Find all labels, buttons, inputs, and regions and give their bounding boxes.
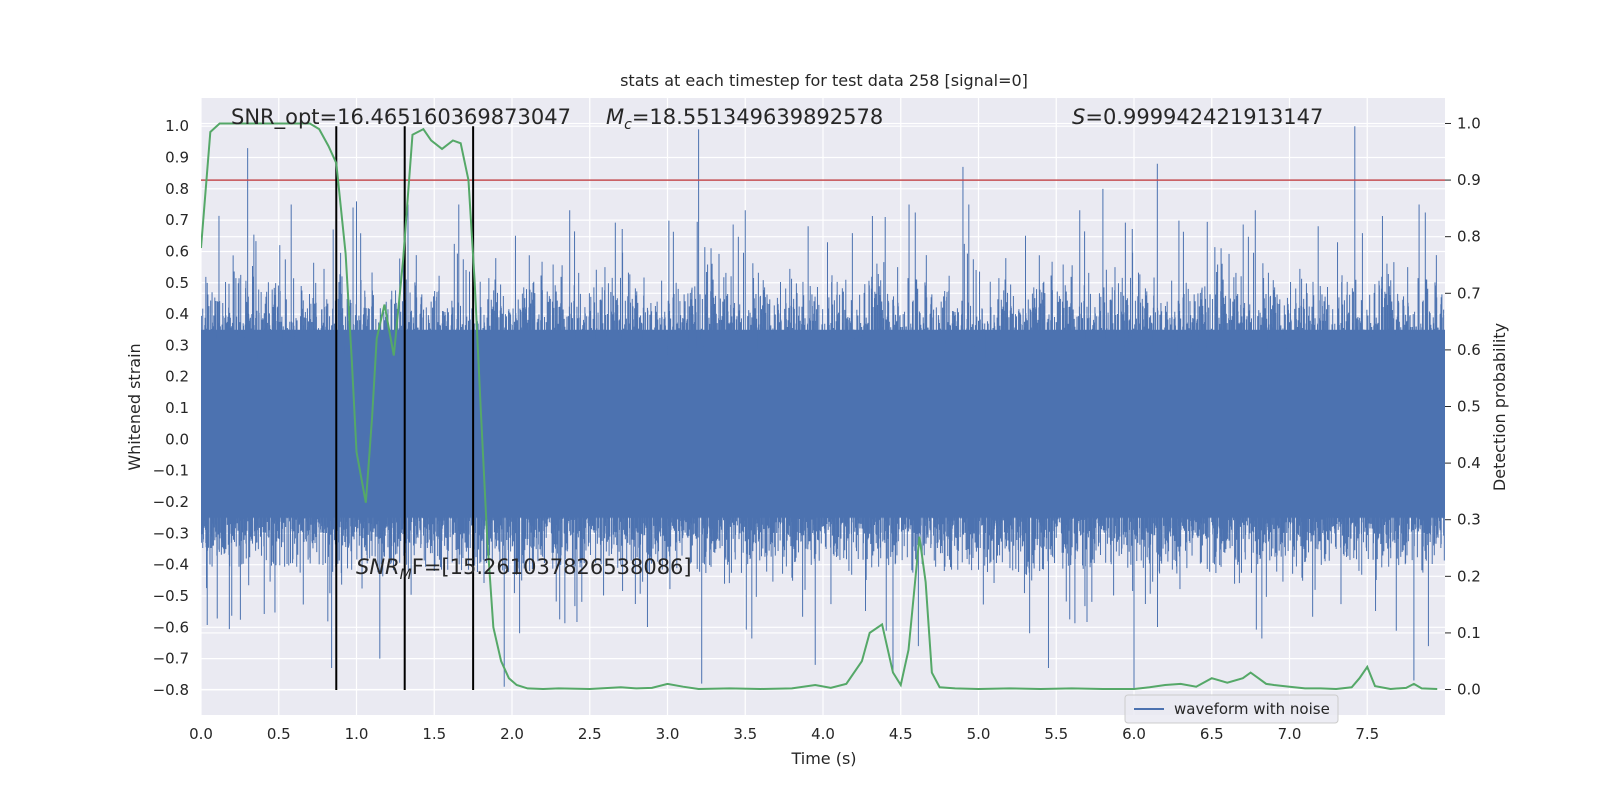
y-tick-label: 0.2 [165, 368, 189, 386]
y-tick-label: −0.5 [153, 587, 189, 605]
y2-tick-label: 0.5 [1457, 398, 1481, 416]
y2-tick-label: 0.8 [1457, 228, 1481, 246]
y-tick-label: −0.3 [153, 524, 189, 542]
x-tick-label: 4.5 [889, 725, 913, 743]
annotation-s: S=0.999942421913147 [1072, 105, 1323, 129]
x-tick-label: 5.5 [1044, 725, 1068, 743]
y-tick-label: −0.4 [153, 556, 189, 574]
y2-tick-label: 0.3 [1457, 511, 1481, 529]
x-tick-label: 2.5 [578, 725, 602, 743]
y-tick-label: 0.1 [165, 399, 189, 417]
legend-entry: waveform with noise [1174, 700, 1330, 718]
y2-tick-label: 0.9 [1457, 171, 1481, 189]
legend-box [1124, 694, 1339, 724]
y-tick-label: 0.9 [165, 149, 189, 167]
x-tick-label: 7.0 [1278, 725, 1302, 743]
legend: waveform with noise [1124, 694, 1339, 724]
y-tick-label: 0.8 [165, 180, 189, 198]
y-tick-label: 0.6 [165, 242, 189, 260]
y2-tick-label: 0.0 [1457, 681, 1481, 699]
x-tick-label: 3.0 [656, 725, 680, 743]
annotation-snr-mf: SNRMF=[15.261037826538086] [356, 555, 692, 583]
y2-axis-label: Detection probability [1490, 323, 1509, 491]
x-tick-label: 6.0 [1122, 725, 1146, 743]
y-tick-label: −0.2 [153, 493, 189, 511]
snr-mf-symbol: SNR [356, 555, 400, 579]
x-axis-label: Time (s) [790, 749, 856, 768]
y-axis-label: Whitened strain [125, 343, 144, 470]
chirp-mass-symbol: M [606, 105, 624, 129]
y-tick-label: −0.6 [153, 618, 189, 636]
y2-tick-label: 0.2 [1457, 567, 1481, 585]
y-tick-label: 1.0 [165, 117, 189, 135]
probability-series [201, 122, 1438, 690]
snr-mf-subscript: M [400, 567, 412, 583]
x-tick-label: 2.0 [500, 725, 524, 743]
s-symbol: S [1072, 105, 1085, 129]
x-tick-label: 0.5 [267, 725, 291, 743]
s-value: =0.999942421913147 [1085, 105, 1323, 129]
annotation-chirp-mass: Mc=18.551349639892578 [606, 105, 883, 133]
y2-tick-label: 0.7 [1457, 284, 1481, 302]
y2-tick-label: 0.4 [1457, 454, 1481, 472]
marker-lines [335, 126, 475, 690]
x-tick-label: 3.5 [733, 725, 757, 743]
x-tick-label: 5.0 [967, 725, 991, 743]
snr-mf-value: F=[15.261037826538086] [412, 555, 692, 579]
y-axis-ticks: 1.0 0.9 0.8 0.7 0.6 0.5 0.4 0.3 0.2 0.1 0.0 −0.1 −0.… [153, 117, 189, 699]
y-tick-label: 0.4 [165, 305, 189, 323]
x-tick-label: 7.5 [1355, 725, 1379, 743]
y-tick-label: 0.3 [165, 336, 189, 354]
y2-tick-label: 0.1 [1457, 624, 1481, 642]
y2-tick-label: 0.6 [1457, 341, 1481, 359]
x-tick-label: 1.0 [345, 725, 369, 743]
y-tick-label: 0.0 [165, 430, 189, 448]
chirp-mass-value: =18.551349639892578 [632, 105, 883, 129]
chart-title: stats at each timestep for test data 258… [620, 71, 1028, 90]
chirp-mass-subscript: c [624, 117, 632, 133]
x-tick-label: 6.5 [1200, 725, 1224, 743]
y-tick-label: 0.7 [165, 211, 189, 229]
waveform-trace [201, 126, 1445, 690]
y-tick-label: 0.5 [165, 274, 189, 292]
y-tick-label: −0.1 [153, 462, 189, 480]
x-tick-label: 1.5 [422, 725, 446, 743]
waveform-series [201, 126, 1445, 690]
annotation-snr-opt: SNR_opt=16.465160369873047 [231, 105, 571, 130]
x-tick-label: 4.0 [811, 725, 835, 743]
y-tick-label: −0.7 [153, 650, 189, 668]
y2-tick-label: 1.0 [1457, 114, 1481, 132]
y2-axis-ticks: 1.0 0.9 0.8 0.7 0.6 0.5 0.4 0.3 0.2 0.1 0.0 [1445, 114, 1481, 699]
y-tick-label: −0.8 [153, 681, 189, 699]
x-axis-ticks: 0.0 0.5 1.0 1.5 2.0 2.5 3.0 3.5 4.0 4.5 5.0 5.5 6.0 6… [189, 725, 1379, 743]
x-tick-label: 0.0 [189, 725, 213, 743]
